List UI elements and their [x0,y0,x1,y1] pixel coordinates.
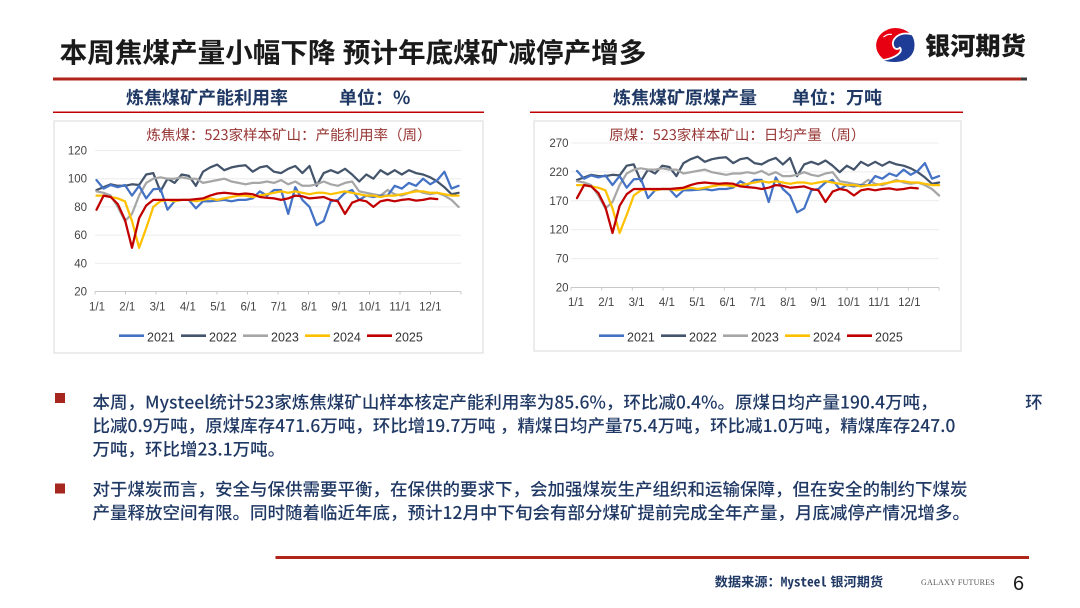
svg-text:10/1: 10/1 [359,302,381,314]
svg-text:2/1: 2/1 [119,302,135,314]
svg-text:12/1: 12/1 [419,302,441,314]
svg-text:12/1: 12/1 [898,297,920,309]
svg-text:7/1: 7/1 [271,302,287,314]
svg-text:6/1: 6/1 [241,302,257,314]
svg-text:220: 220 [549,167,568,179]
svg-text:3/1: 3/1 [150,302,166,314]
svg-text:4/1: 4/1 [659,297,675,309]
svg-text:6: 6 [1013,573,1024,595]
svg-text:7/1: 7/1 [750,297,766,309]
svg-text:2021: 2021 [147,331,175,345]
svg-text:60: 60 [74,230,87,242]
svg-text:2023: 2023 [271,331,299,345]
svg-text:100: 100 [68,174,87,186]
svg-text:2024: 2024 [333,331,361,345]
svg-text:170: 170 [549,196,568,208]
svg-text:70: 70 [556,254,569,266]
svg-text:2025: 2025 [875,331,903,345]
svg-text:2025: 2025 [395,331,423,345]
svg-text:2024: 2024 [813,331,841,345]
svg-text:9/1: 9/1 [810,297,826,309]
svg-text:2023: 2023 [751,331,779,345]
svg-text:8/1: 8/1 [780,297,796,309]
svg-text:80: 80 [74,202,87,214]
svg-text:270: 270 [549,138,568,150]
svg-text:GALAXY FUTURES: GALAXY FUTURES [921,578,995,587]
svg-text:20: 20 [74,287,87,299]
svg-text:5/1: 5/1 [210,302,226,314]
svg-text:9/1: 9/1 [331,302,347,314]
svg-text:20: 20 [556,283,569,295]
svg-text:1/1: 1/1 [568,297,584,309]
svg-text:6/1: 6/1 [720,297,736,309]
svg-text:4/1: 4/1 [180,302,196,314]
svg-text:2022: 2022 [689,331,717,345]
svg-text:1/1: 1/1 [89,302,105,314]
svg-text:40: 40 [74,258,87,270]
svg-text:5/1: 5/1 [689,297,705,309]
svg-text:11/1: 11/1 [389,302,411,314]
svg-text:2/1: 2/1 [598,297,614,309]
svg-text:120: 120 [549,225,568,237]
svg-text:10/1: 10/1 [838,297,860,309]
svg-text:2022: 2022 [209,331,237,345]
svg-text:120: 120 [68,146,87,158]
svg-text:2021: 2021 [627,331,655,345]
svg-text:11/1: 11/1 [868,297,890,309]
svg-text:8/1: 8/1 [301,302,317,314]
svg-text:3/1: 3/1 [629,297,645,309]
